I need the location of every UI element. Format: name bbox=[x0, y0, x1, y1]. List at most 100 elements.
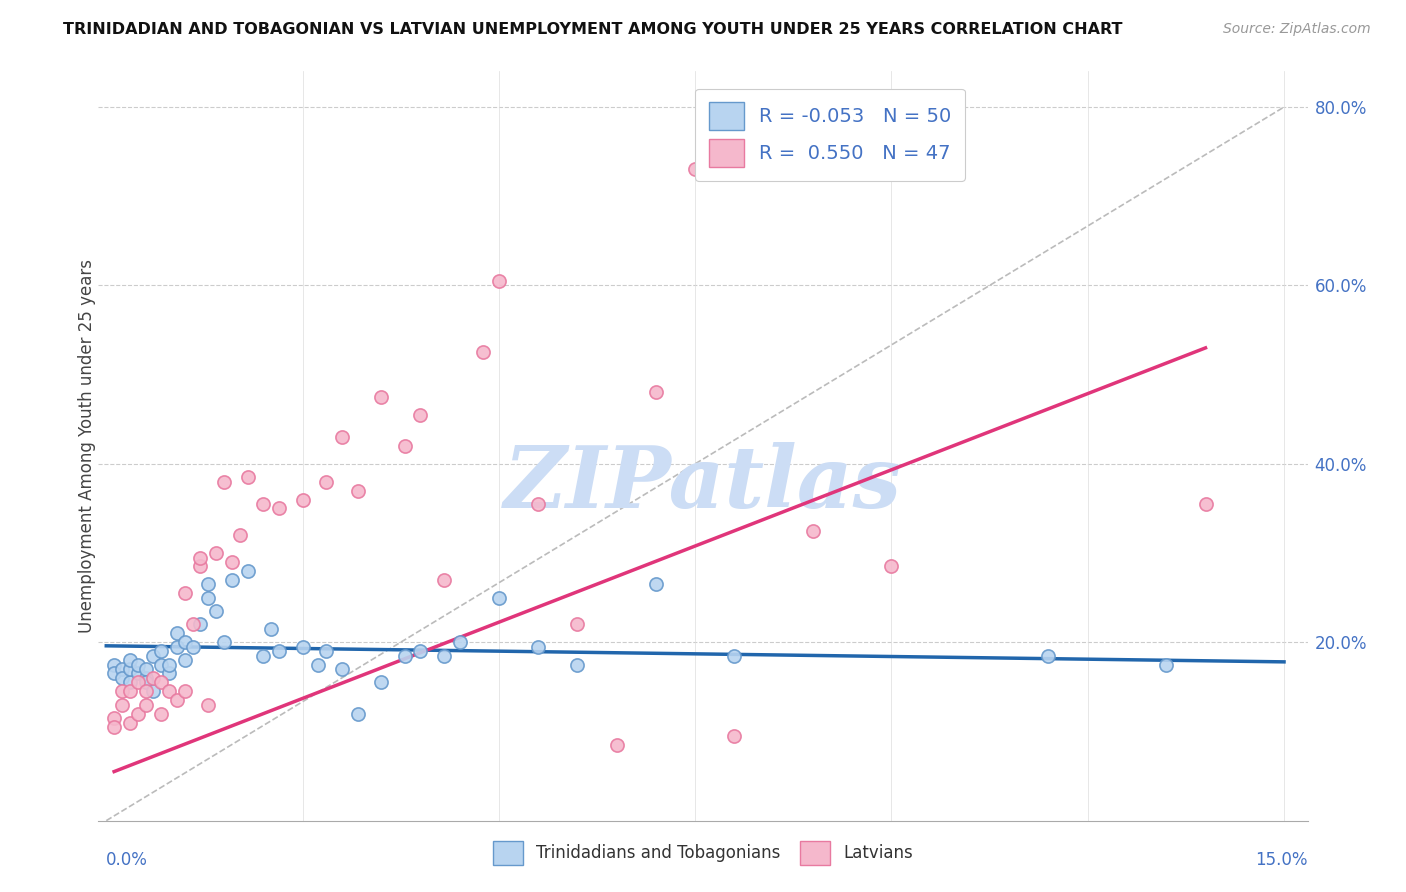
Point bbox=[1038, 648, 1060, 663]
Point bbox=[644, 385, 666, 400]
Point bbox=[433, 573, 456, 587]
Point bbox=[181, 617, 204, 632]
Point bbox=[1154, 657, 1177, 672]
Point bbox=[394, 648, 416, 663]
Point bbox=[135, 671, 157, 685]
Point bbox=[527, 497, 550, 511]
Point bbox=[157, 684, 180, 698]
Point bbox=[1194, 497, 1216, 511]
Point bbox=[488, 591, 510, 605]
Point bbox=[252, 648, 274, 663]
Point bbox=[370, 390, 392, 404]
Point bbox=[135, 675, 157, 690]
Point bbox=[212, 475, 235, 489]
Point bbox=[111, 684, 134, 698]
Point bbox=[190, 617, 212, 632]
Point bbox=[103, 666, 125, 681]
Point bbox=[205, 546, 228, 560]
Text: TRINIDADIAN AND TOBAGONIAN VS LATVIAN UNEMPLOYMENT AMONG YOUTH UNDER 25 YEARS CO: TRINIDADIAN AND TOBAGONIAN VS LATVIAN UN… bbox=[63, 22, 1123, 37]
Point bbox=[150, 706, 173, 721]
Point bbox=[801, 524, 824, 538]
Point bbox=[221, 555, 243, 569]
Point bbox=[394, 439, 416, 453]
Point bbox=[103, 657, 125, 672]
Point bbox=[346, 483, 368, 498]
Point bbox=[723, 729, 745, 743]
Y-axis label: Unemployment Among Youth under 25 years: Unemployment Among Youth under 25 years bbox=[79, 259, 96, 633]
Point bbox=[181, 640, 204, 654]
Point bbox=[173, 684, 195, 698]
Point bbox=[150, 657, 173, 672]
Point bbox=[330, 662, 353, 676]
Point bbox=[173, 653, 195, 667]
Point bbox=[433, 648, 456, 663]
Point bbox=[221, 573, 243, 587]
Point bbox=[252, 497, 274, 511]
Point bbox=[880, 559, 903, 574]
Point bbox=[644, 577, 666, 591]
Point bbox=[118, 662, 141, 676]
Point bbox=[409, 644, 432, 658]
Legend: Trinidadians and Tobagonians, Latvians: Trinidadians and Tobagonians, Latvians bbox=[484, 833, 922, 873]
Point bbox=[267, 501, 290, 516]
Point bbox=[111, 671, 134, 685]
Point bbox=[150, 644, 173, 658]
Point bbox=[157, 666, 180, 681]
Point bbox=[606, 738, 628, 752]
Point bbox=[197, 577, 219, 591]
Point bbox=[197, 698, 219, 712]
Point bbox=[260, 622, 283, 636]
Point bbox=[315, 644, 337, 658]
Point bbox=[205, 604, 228, 618]
Point bbox=[370, 675, 392, 690]
Point bbox=[166, 626, 188, 640]
Point bbox=[291, 640, 314, 654]
Point bbox=[142, 648, 165, 663]
Point bbox=[236, 470, 259, 484]
Point bbox=[723, 648, 745, 663]
Point bbox=[567, 617, 589, 632]
Point bbox=[118, 715, 141, 730]
Point bbox=[127, 675, 149, 690]
Point bbox=[488, 274, 510, 288]
Point bbox=[127, 666, 149, 681]
Point bbox=[111, 662, 134, 676]
Point bbox=[166, 693, 188, 707]
Text: ZIPatlas: ZIPatlas bbox=[503, 442, 903, 525]
Point bbox=[135, 698, 157, 712]
Point bbox=[118, 653, 141, 667]
Point bbox=[472, 345, 495, 359]
Point bbox=[135, 662, 157, 676]
Point bbox=[142, 671, 165, 685]
Point bbox=[127, 706, 149, 721]
Point bbox=[150, 675, 173, 690]
Point bbox=[173, 586, 195, 600]
Point bbox=[111, 698, 134, 712]
Point bbox=[118, 675, 141, 690]
Point bbox=[683, 162, 706, 177]
Point bbox=[212, 635, 235, 649]
Legend: R = -0.053   N = 50, R =  0.550   N = 47: R = -0.053 N = 50, R = 0.550 N = 47 bbox=[695, 88, 965, 180]
Text: Source: ZipAtlas.com: Source: ZipAtlas.com bbox=[1223, 22, 1371, 37]
Point bbox=[330, 430, 353, 444]
Point bbox=[118, 684, 141, 698]
Point bbox=[527, 640, 550, 654]
Point bbox=[229, 528, 252, 542]
Point bbox=[173, 635, 195, 649]
Point bbox=[135, 684, 157, 698]
Point bbox=[142, 684, 165, 698]
Point bbox=[166, 640, 188, 654]
Point bbox=[190, 559, 212, 574]
Point bbox=[157, 657, 180, 672]
Point bbox=[307, 657, 329, 672]
Point bbox=[267, 644, 290, 658]
Text: 0.0%: 0.0% bbox=[107, 851, 148, 869]
Point bbox=[567, 657, 589, 672]
Point bbox=[190, 550, 212, 565]
Point bbox=[315, 475, 337, 489]
Point bbox=[127, 657, 149, 672]
Point bbox=[449, 635, 471, 649]
Point bbox=[236, 564, 259, 578]
Point bbox=[103, 711, 125, 725]
Point bbox=[346, 706, 368, 721]
